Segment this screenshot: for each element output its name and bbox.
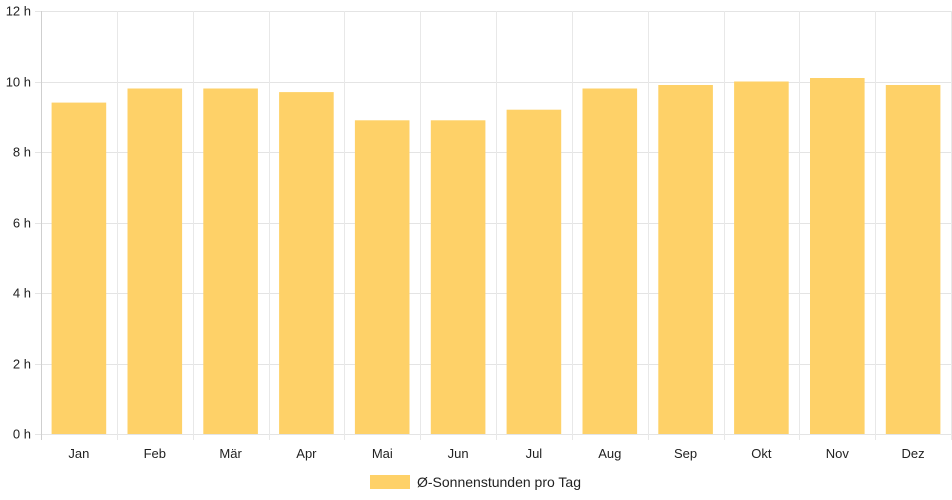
- bar-sep[interactable]: [658, 85, 713, 434]
- x-tick-label: Sep: [674, 446, 697, 461]
- x-axis: Jan Feb Mär Apr Mai Jun Jul Aug Sep Okt Nov Dez: [68, 446, 924, 461]
- x-tick-label: Nov: [826, 446, 850, 461]
- bar-mai[interactable]: [354, 120, 410, 435]
- bar-nov[interactable]: [810, 78, 865, 434]
- legend[interactable]: Ø-Sonnenstunden pro Tag: [370, 474, 581, 490]
- y-tick-label: 0 h: [13, 427, 31, 442]
- x-tick-label: Dez: [902, 446, 925, 461]
- bar-apr[interactable]: [279, 92, 334, 434]
- bar-okt[interactable]: [734, 81, 789, 435]
- bar-jul[interactable]: [506, 109, 562, 434]
- x-tick-label: Okt: [751, 446, 772, 461]
- y-tick-label: 8 h: [13, 145, 31, 160]
- y-tick-label: 10 h: [6, 75, 31, 90]
- bar-mär[interactable]: [203, 88, 258, 435]
- legend-label[interactable]: Ø-Sonnenstunden pro Tag: [417, 474, 581, 490]
- y-tick-label: 4 h: [13, 286, 31, 301]
- x-tick-label: Apr: [296, 446, 317, 461]
- x-tick-label: Mär: [219, 446, 242, 461]
- legend-swatch[interactable]: [370, 475, 410, 489]
- x-tick-label: Jul: [526, 446, 543, 461]
- y-tick-label: 2 h: [13, 357, 31, 372]
- x-tick-label: Aug: [598, 446, 621, 461]
- bar-jun[interactable]: [430, 120, 486, 435]
- x-tick-label: Mai: [372, 446, 393, 461]
- y-tick-label: 12 h: [6, 4, 31, 19]
- x-tick-label: Feb: [144, 446, 166, 461]
- x-tick-label: Jun: [448, 446, 469, 461]
- bar-jan[interactable]: [51, 102, 107, 434]
- x-tick-label: Jan: [68, 446, 89, 461]
- y-tick-label: 6 h: [13, 216, 31, 231]
- bar-aug[interactable]: [582, 88, 638, 435]
- y-axis: 0 h 2 h 4 h 6 h 8 h 10 h 12 h: [6, 4, 31, 442]
- bar-dez[interactable]: [885, 85, 941, 434]
- bar-series: [51, 78, 941, 435]
- grid: [35, 11, 952, 440]
- bar-feb[interactable]: [127, 88, 183, 435]
